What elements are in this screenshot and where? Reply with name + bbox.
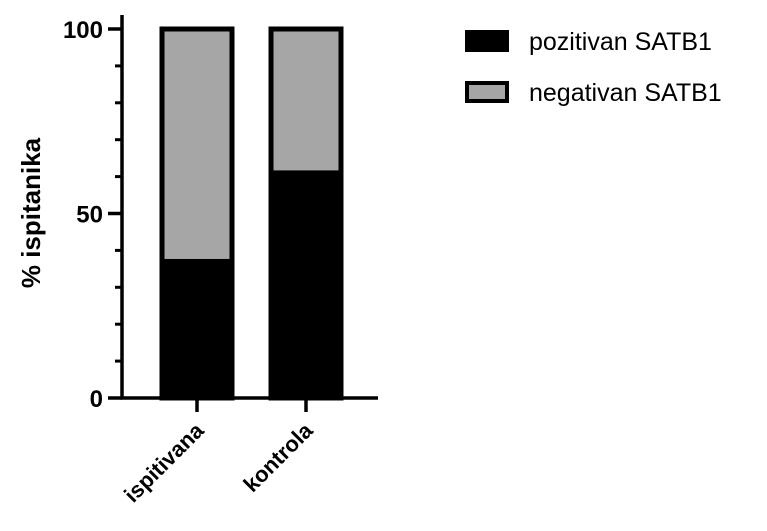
y-tick-label: 0 xyxy=(90,386,103,413)
bar-ispitivana-negativan xyxy=(159,26,235,264)
legend-label-pozitivan: pozitivan SATB1 xyxy=(529,28,712,56)
y-tick-label: 100 xyxy=(63,17,103,44)
legend-swatch-negativan xyxy=(465,81,509,103)
legend: pozitivan SATB1 negativan SATB1 xyxy=(465,28,722,107)
bar-kontrola-negativan xyxy=(268,26,344,176)
y-axis-title: % ispitanika xyxy=(16,137,46,288)
x-tick-label-ispitivana: ispitivana xyxy=(119,417,209,507)
legend-label-negativan: negativan SATB1 xyxy=(529,79,722,107)
bar-ispitivana-pozitivan xyxy=(159,258,235,401)
bar-kontrola-pozitivan xyxy=(268,170,344,401)
y-tick-label: 50 xyxy=(76,202,103,229)
x-tick-label-kontrola: kontrola xyxy=(238,417,318,497)
legend-swatch-pozitivan xyxy=(465,30,509,52)
plot-area: 0 50 100 ispitivana kontrola xyxy=(63,15,378,507)
